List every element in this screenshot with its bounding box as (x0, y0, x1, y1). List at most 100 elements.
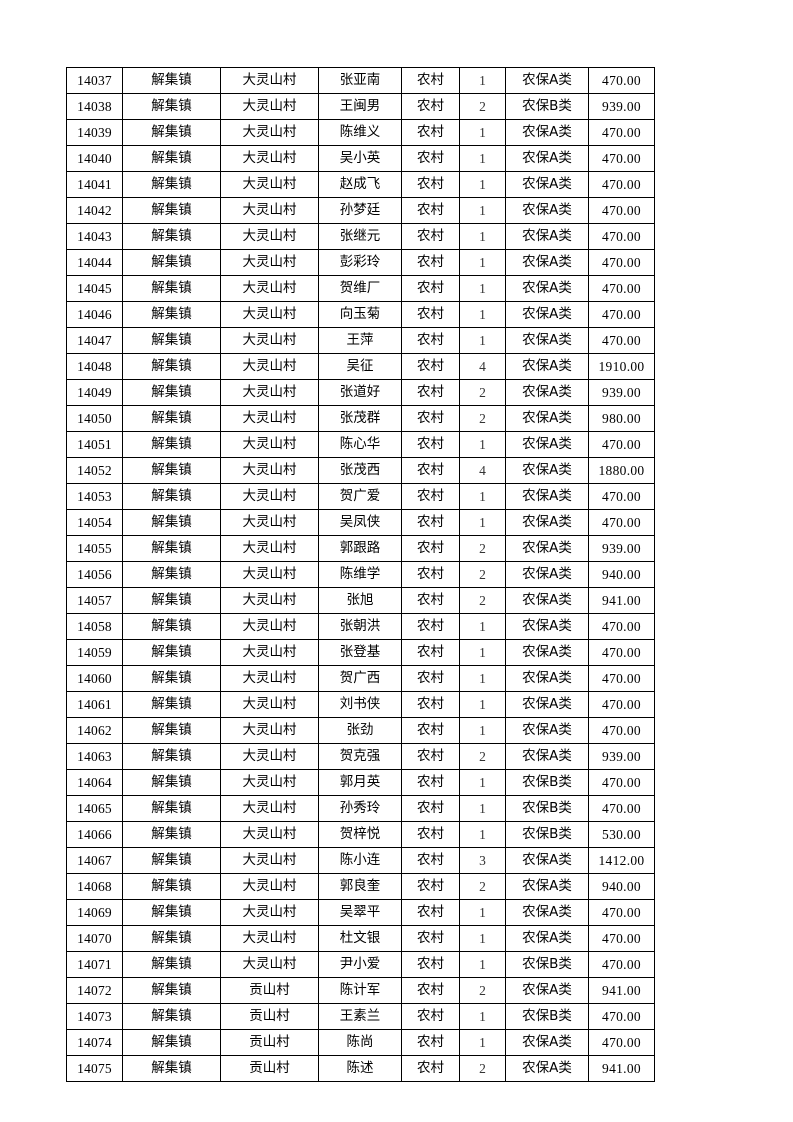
cell-person-count: 1 (459, 431, 506, 458)
table-row: 14039 解集镇 大灵山村 陈维义 农村 1 农保A类 470.00 (66, 119, 655, 146)
cell-person-count: 1 (459, 665, 506, 692)
cell-person-count: 1 (459, 249, 506, 276)
cell-village: 大灵山村 (220, 847, 319, 874)
cell-town: 解集镇 (122, 509, 221, 536)
cell-person-name: 杜文银 (318, 925, 402, 952)
cell-person-name: 陈述 (318, 1055, 402, 1082)
cell-town: 解集镇 (122, 535, 221, 562)
cell-person-count: 1 (459, 717, 506, 744)
cell-serial-number: 14068 (66, 873, 123, 900)
cell-serial-number: 14072 (66, 977, 123, 1004)
cell-household-type: 农村 (401, 1003, 460, 1030)
table-row: 14046 解集镇 大灵山村 向玉菊 农村 1 农保A类 470.00 (66, 301, 655, 328)
table-row: 14073 解集镇 贡山村 王素兰 农村 1 农保B类 470.00 (66, 1003, 655, 1030)
cell-serial-number: 14040 (66, 145, 123, 172)
cell-amount: 470.00 (588, 145, 655, 172)
cell-insurance-category: 农保A类 (505, 197, 589, 224)
cell-serial-number: 14060 (66, 665, 123, 692)
table-row: 14069 解集镇 大灵山村 吴翠平 农村 1 农保A类 470.00 (66, 899, 655, 926)
cell-town: 解集镇 (122, 353, 221, 380)
cell-insurance-category: 农保A类 (505, 899, 589, 926)
cell-town: 解集镇 (122, 717, 221, 744)
cell-town: 解集镇 (122, 691, 221, 718)
cell-person-name: 王闽男 (318, 93, 402, 120)
cell-household-type: 农村 (401, 431, 460, 458)
cell-person-name: 陈小连 (318, 847, 402, 874)
cell-serial-number: 14049 (66, 379, 123, 406)
table-row: 14045 解集镇 大灵山村 贺维厂 农村 1 农保A类 470.00 (66, 275, 655, 302)
cell-person-name: 吴翠平 (318, 899, 402, 926)
cell-insurance-category: 农保A类 (505, 223, 589, 250)
cell-person-count: 2 (459, 379, 506, 406)
cell-serial-number: 14052 (66, 457, 123, 484)
cell-person-count: 4 (459, 353, 506, 380)
table-row: 14047 解集镇 大灵山村 王萍 农村 1 农保A类 470.00 (66, 327, 655, 354)
cell-village: 大灵山村 (220, 431, 319, 458)
cell-serial-number: 14054 (66, 509, 123, 536)
cell-insurance-category: 农保A类 (505, 925, 589, 952)
table-row: 14066 解集镇 大灵山村 贺梓悦 农村 1 农保B类 530.00 (66, 821, 655, 848)
cell-serial-number: 14062 (66, 717, 123, 744)
cell-village: 贡山村 (220, 1003, 319, 1030)
table-row: 14060 解集镇 大灵山村 贺广西 农村 1 农保A类 470.00 (66, 665, 655, 692)
cell-amount: 470.00 (588, 925, 655, 952)
cell-insurance-category: 农保A类 (505, 145, 589, 172)
table-row: 14057 解集镇 大灵山村 张旭 农村 2 农保A类 941.00 (66, 587, 655, 614)
cell-person-name: 彭彩玲 (318, 249, 402, 276)
table-row: 14043 解集镇 大灵山村 张继元 农村 1 农保A类 470.00 (66, 223, 655, 250)
cell-serial-number: 14047 (66, 327, 123, 354)
cell-amount: 941.00 (588, 1055, 655, 1082)
cell-amount: 470.00 (588, 1029, 655, 1056)
cell-household-type: 农村 (401, 67, 460, 94)
cell-serial-number: 14057 (66, 587, 123, 614)
cell-town: 解集镇 (122, 821, 221, 848)
cell-household-type: 农村 (401, 119, 460, 146)
table-row: 14065 解集镇 大灵山村 孙秀玲 农村 1 农保B类 470.00 (66, 795, 655, 822)
cell-amount: 939.00 (588, 93, 655, 120)
cell-household-type: 农村 (401, 353, 460, 380)
cell-village: 大灵山村 (220, 613, 319, 640)
cell-person-name: 孙梦廷 (318, 197, 402, 224)
table-row: 14071 解集镇 大灵山村 尹小爱 农村 1 农保B类 470.00 (66, 951, 655, 978)
cell-serial-number: 14071 (66, 951, 123, 978)
cell-person-name: 尹小爱 (318, 951, 402, 978)
cell-serial-number: 14059 (66, 639, 123, 666)
cell-town: 解集镇 (122, 899, 221, 926)
cell-town: 解集镇 (122, 743, 221, 770)
cell-village: 大灵山村 (220, 457, 319, 484)
cell-village: 大灵山村 (220, 301, 319, 328)
cell-insurance-category: 农保A类 (505, 431, 589, 458)
cell-village: 大灵山村 (220, 327, 319, 354)
cell-household-type: 农村 (401, 457, 460, 484)
cell-town: 解集镇 (122, 561, 221, 588)
cell-person-name: 张亚南 (318, 67, 402, 94)
cell-household-type: 农村 (401, 561, 460, 588)
cell-amount: 941.00 (588, 587, 655, 614)
cell-village: 大灵山村 (220, 587, 319, 614)
cell-person-count: 1 (459, 171, 506, 198)
cell-town: 解集镇 (122, 639, 221, 666)
cell-town: 解集镇 (122, 197, 221, 224)
table-row: 14072 解集镇 贡山村 陈计军 农村 2 农保A类 941.00 (66, 977, 655, 1004)
cell-insurance-category: 农保B类 (505, 795, 589, 822)
cell-village: 大灵山村 (220, 67, 319, 94)
cell-town: 解集镇 (122, 769, 221, 796)
cell-village: 大灵山村 (220, 535, 319, 562)
cell-serial-number: 14041 (66, 171, 123, 198)
cell-household-type: 农村 (401, 379, 460, 406)
cell-household-type: 农村 (401, 665, 460, 692)
cell-town: 解集镇 (122, 223, 221, 250)
cell-serial-number: 14044 (66, 249, 123, 276)
cell-serial-number: 14075 (66, 1055, 123, 1082)
cell-person-name: 王萍 (318, 327, 402, 354)
cell-household-type: 农村 (401, 951, 460, 978)
cell-amount: 470.00 (588, 483, 655, 510)
cell-village: 大灵山村 (220, 665, 319, 692)
cell-person-count: 1 (459, 327, 506, 354)
cell-village: 大灵山村 (220, 93, 319, 120)
cell-village: 大灵山村 (220, 951, 319, 978)
cell-person-name: 贺广爱 (318, 483, 402, 510)
cell-serial-number: 14063 (66, 743, 123, 770)
cell-amount: 470.00 (588, 67, 655, 94)
